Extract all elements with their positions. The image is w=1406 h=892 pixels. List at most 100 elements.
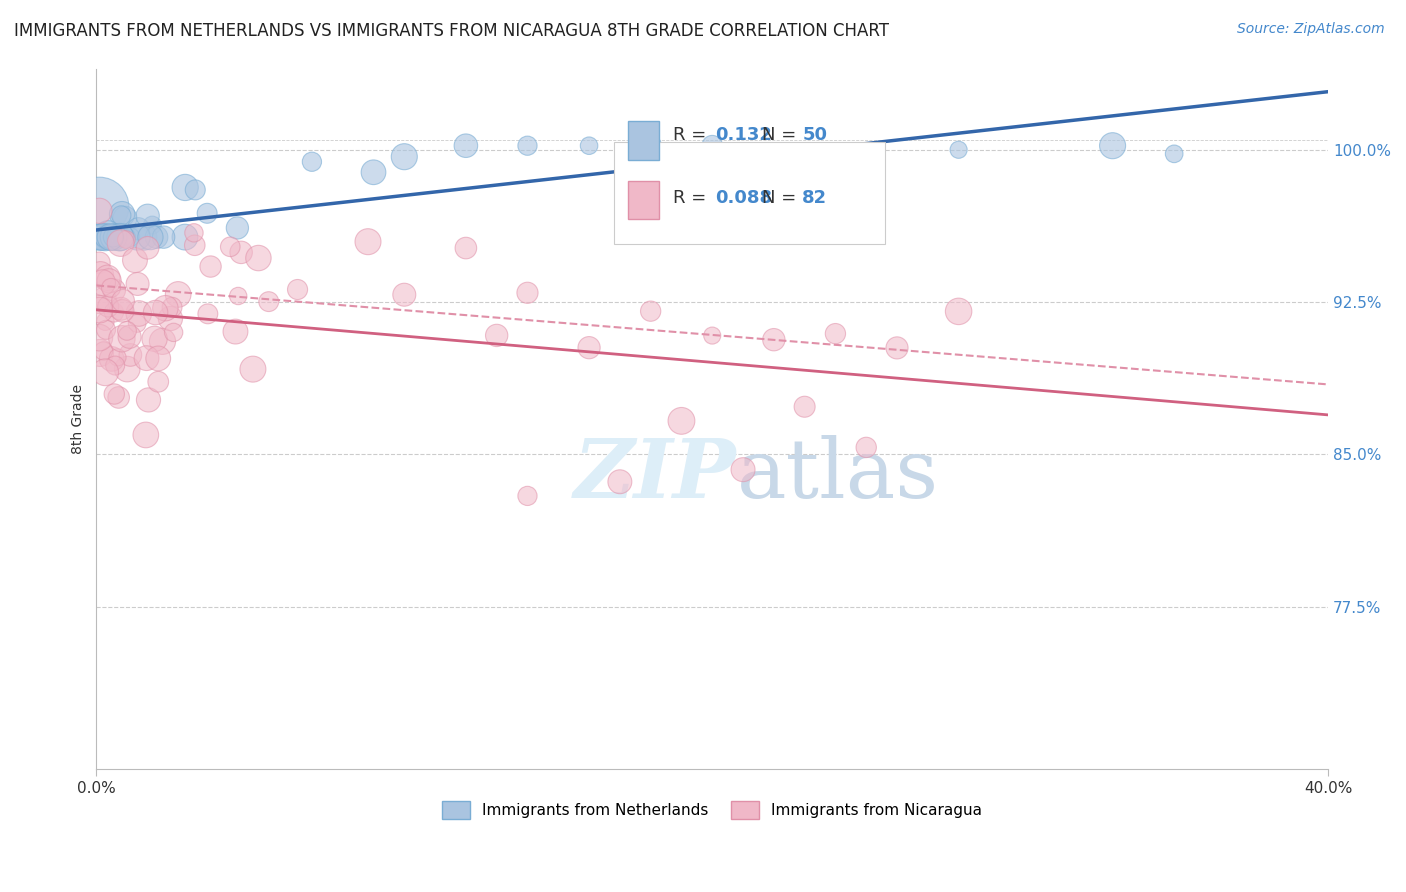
Point bbox=[115, 233, 138, 247]
Point bbox=[454, 241, 477, 255]
Point bbox=[143, 332, 166, 346]
Point bbox=[824, 326, 846, 341]
Text: atlas: atlas bbox=[737, 435, 939, 515]
Point bbox=[516, 285, 538, 300]
Point bbox=[762, 333, 785, 347]
Point bbox=[948, 143, 970, 157]
Point bbox=[103, 230, 125, 244]
Point bbox=[183, 226, 205, 240]
Point bbox=[184, 183, 207, 197]
Text: ZIP: ZIP bbox=[574, 435, 737, 515]
Point bbox=[89, 203, 111, 218]
Point bbox=[454, 138, 477, 153]
Point bbox=[167, 287, 190, 301]
Point bbox=[108, 230, 131, 244]
Point bbox=[127, 317, 149, 331]
Point bbox=[89, 256, 111, 270]
Point bbox=[114, 211, 136, 226]
Text: 0.132: 0.132 bbox=[714, 126, 772, 145]
Point bbox=[357, 235, 380, 249]
Point bbox=[89, 331, 111, 345]
Point bbox=[671, 414, 693, 428]
Point bbox=[287, 283, 309, 297]
Point bbox=[89, 230, 111, 244]
Point bbox=[94, 365, 117, 379]
Point bbox=[98, 230, 121, 244]
Point bbox=[226, 289, 249, 303]
Point bbox=[89, 268, 111, 282]
Point bbox=[394, 150, 416, 164]
Point bbox=[89, 297, 111, 311]
Point bbox=[247, 251, 270, 265]
Point bbox=[231, 245, 253, 260]
Point bbox=[174, 230, 197, 244]
Y-axis label: 8th Grade: 8th Grade bbox=[72, 384, 86, 454]
Point bbox=[485, 328, 508, 343]
Point bbox=[731, 463, 754, 477]
Point bbox=[111, 304, 134, 318]
Point bbox=[107, 230, 129, 244]
Point bbox=[128, 306, 150, 320]
Point bbox=[94, 315, 117, 329]
Point bbox=[110, 230, 132, 244]
Text: IMMIGRANTS FROM NETHERLANDS VS IMMIGRANTS FROM NICARAGUA 8TH GRADE CORRELATION C: IMMIGRANTS FROM NETHERLANDS VS IMMIGRANT… bbox=[14, 22, 889, 40]
Point bbox=[855, 441, 877, 455]
Point bbox=[195, 206, 218, 220]
Text: 0.088: 0.088 bbox=[714, 189, 772, 207]
Point bbox=[135, 351, 157, 365]
Point bbox=[89, 230, 111, 244]
Point bbox=[702, 328, 724, 343]
Point bbox=[94, 230, 117, 244]
Point bbox=[97, 300, 120, 314]
Text: R =: R = bbox=[673, 189, 711, 207]
Point bbox=[124, 253, 146, 268]
Point bbox=[94, 323, 117, 337]
Point bbox=[100, 281, 122, 295]
Point bbox=[152, 230, 174, 244]
Point bbox=[301, 154, 323, 169]
Point bbox=[127, 230, 149, 244]
Point bbox=[184, 238, 207, 252]
Point bbox=[111, 230, 134, 244]
Point bbox=[224, 325, 246, 339]
Point bbox=[118, 330, 141, 344]
Point bbox=[89, 230, 111, 244]
FancyBboxPatch shape bbox=[628, 121, 659, 160]
Point bbox=[145, 230, 167, 244]
Point bbox=[152, 334, 174, 349]
Point bbox=[110, 235, 132, 250]
Point bbox=[103, 283, 125, 297]
Point bbox=[141, 218, 163, 232]
Point bbox=[200, 260, 222, 274]
Point bbox=[120, 230, 142, 244]
Point bbox=[155, 301, 177, 316]
Point bbox=[226, 221, 249, 235]
Point bbox=[90, 230, 112, 244]
Point bbox=[115, 324, 138, 338]
Point bbox=[93, 343, 115, 358]
Point bbox=[127, 221, 149, 235]
Point bbox=[107, 230, 129, 244]
Point bbox=[107, 391, 129, 405]
Point bbox=[104, 359, 127, 373]
Point bbox=[394, 287, 416, 301]
Point bbox=[145, 305, 167, 319]
Point bbox=[111, 207, 134, 221]
Text: 50: 50 bbox=[803, 126, 827, 145]
Point bbox=[886, 341, 908, 355]
Point bbox=[96, 270, 118, 285]
Point bbox=[120, 348, 142, 362]
Point bbox=[107, 351, 129, 365]
Point bbox=[702, 138, 724, 153]
Point bbox=[89, 200, 111, 214]
Point bbox=[136, 209, 159, 223]
Point bbox=[160, 300, 183, 314]
Point bbox=[103, 230, 125, 244]
Point bbox=[159, 311, 181, 326]
Point bbox=[112, 293, 135, 308]
Point bbox=[98, 274, 121, 288]
Point bbox=[114, 230, 136, 244]
Point bbox=[97, 227, 120, 241]
Point bbox=[103, 387, 125, 401]
Point bbox=[94, 230, 117, 244]
